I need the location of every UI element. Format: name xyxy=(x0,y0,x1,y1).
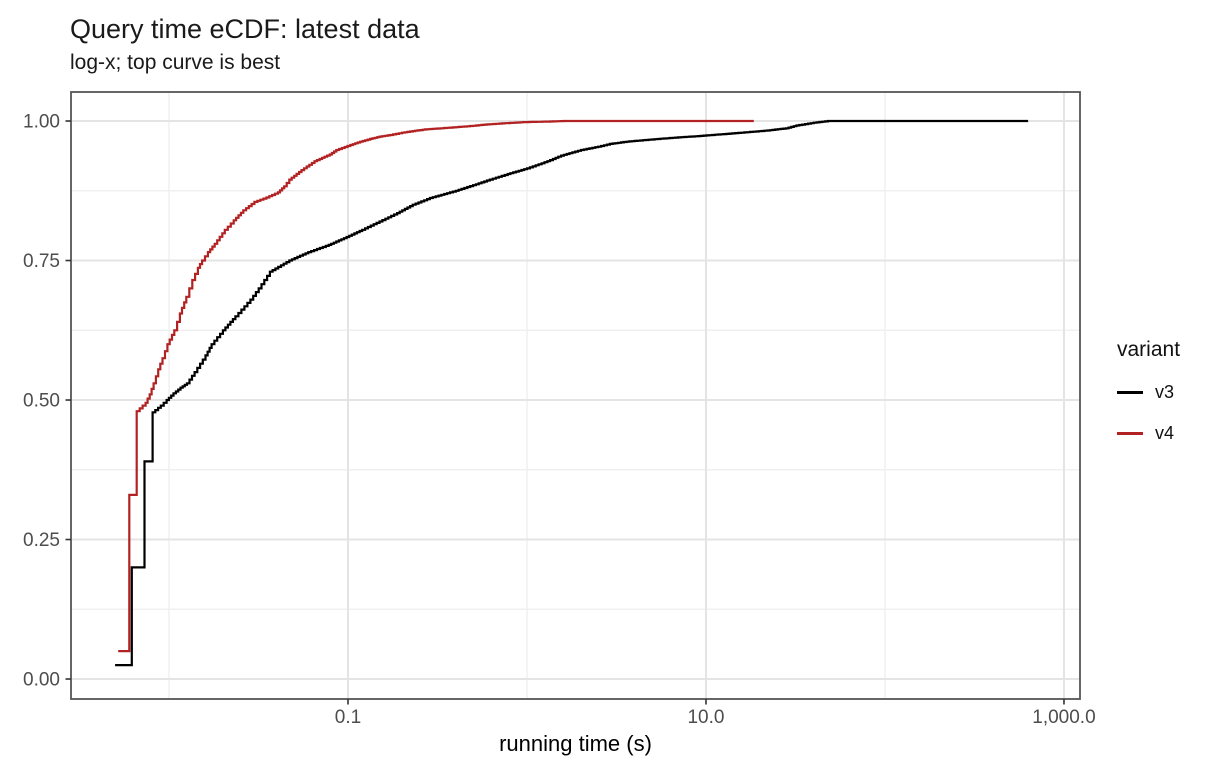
series-line-v4 xyxy=(118,119,754,653)
x-tick-label: 10.0 xyxy=(687,707,724,728)
chart-subtitle: log-x; top curve is best xyxy=(70,51,281,74)
y-axis-ticks: 0.00 0.25 0.50 0.75 1.00 xyxy=(23,112,71,691)
y-tick-label: 1.00 xyxy=(23,112,60,133)
series-line-v3 xyxy=(115,119,1029,667)
legend-item-v4: v4 xyxy=(1117,421,1180,445)
legend: variant v3 v4 xyxy=(1117,338,1180,462)
y-tick-label: 0.00 xyxy=(23,670,60,691)
panel-border xyxy=(70,91,1081,700)
gridlines-minor xyxy=(71,92,1080,699)
x-axis-title: running time (s) xyxy=(499,731,652,756)
x-tick-label: 1,000.0 xyxy=(1032,707,1095,728)
chart-title: Query time eCDF: latest data xyxy=(70,14,420,44)
legend-title: variant xyxy=(1117,338,1181,361)
gridlines-major xyxy=(71,92,1080,699)
y-tick-label: 0.50 xyxy=(23,391,60,412)
legend-key-line-v3 xyxy=(1117,390,1143,394)
x-tick-label: 0.1 xyxy=(335,707,361,728)
y-tick-label: 0.25 xyxy=(23,530,60,551)
legend-key-line-v4 xyxy=(1117,431,1143,435)
legend-item-v3: v3 xyxy=(1117,380,1180,404)
legend-item-label: v4 xyxy=(1155,422,1175,443)
series-lines xyxy=(115,119,1029,667)
legend-item-label: v3 xyxy=(1155,381,1175,402)
y-tick-label: 0.75 xyxy=(23,251,60,272)
x-axis-ticks: 0.1 10.0 1,000.0 xyxy=(335,699,1096,728)
